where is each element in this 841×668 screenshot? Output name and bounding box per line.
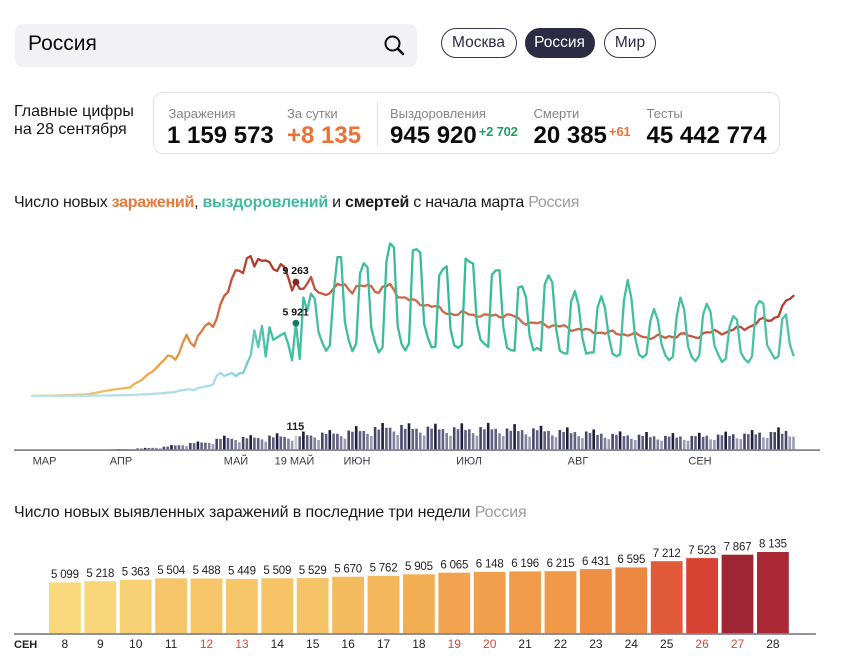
svg-text:5 488: 5 488: [193, 565, 221, 577]
svg-text:7 523: 7 523: [688, 545, 716, 557]
svg-text:24: 24: [625, 637, 639, 651]
svg-text:5 099: 5 099: [51, 569, 79, 581]
svg-text:18: 18: [412, 637, 426, 651]
svg-text:5 670: 5 670: [334, 563, 362, 575]
svg-text:23: 23: [589, 637, 603, 651]
svg-text:15: 15: [306, 637, 320, 651]
svg-text:АВГ: АВГ: [568, 456, 589, 468]
svg-text:5 218: 5 218: [86, 568, 114, 580]
svg-text:6 065: 6 065: [440, 559, 468, 571]
svg-text:16: 16: [341, 637, 355, 651]
svg-text:8 135: 8 135: [759, 539, 787, 551]
svg-text:28: 28: [766, 637, 780, 651]
svg-text:5 529: 5 529: [299, 565, 327, 577]
svg-text:21: 21: [518, 637, 532, 651]
svg-text:ИЮН: ИЮН: [344, 456, 371, 468]
svg-text:5 762: 5 762: [370, 563, 398, 575]
svg-text:11: 11: [165, 637, 178, 651]
svg-text:5 363: 5 363: [122, 567, 150, 579]
svg-text:22: 22: [554, 637, 568, 651]
svg-text:5 905: 5 905: [405, 561, 433, 573]
svg-text:17: 17: [377, 637, 391, 651]
svg-text:МАЙ: МАЙ: [224, 455, 248, 468]
svg-text:19 МАЙ: 19 МАЙ: [275, 455, 315, 468]
svg-text:6 595: 6 595: [617, 554, 645, 566]
svg-text:7 867: 7 867: [724, 541, 752, 553]
svg-text:115: 115: [287, 421, 305, 433]
svg-text:СЕН: СЕН: [14, 639, 37, 651]
svg-text:19: 19: [448, 637, 462, 651]
svg-text:25: 25: [660, 637, 674, 651]
svg-text:6 215: 6 215: [547, 558, 575, 570]
svg-text:9: 9: [97, 637, 104, 651]
svg-text:СЕН: СЕН: [688, 456, 711, 468]
svg-text:6 148: 6 148: [476, 559, 504, 571]
svg-text:8: 8: [62, 637, 69, 651]
svg-text:7 212: 7 212: [653, 548, 681, 560]
svg-text:5 504: 5 504: [157, 565, 186, 577]
svg-text:12: 12: [200, 637, 214, 651]
svg-text:5 921: 5 921: [283, 306, 309, 318]
svg-text:10: 10: [129, 637, 143, 651]
svg-text:6 196: 6 196: [511, 558, 539, 570]
svg-text:14: 14: [271, 637, 285, 651]
svg-text:5 449: 5 449: [228, 566, 256, 578]
svg-text:20: 20: [483, 637, 497, 651]
svg-text:5 509: 5 509: [263, 565, 291, 577]
svg-text:АПР: АПР: [110, 456, 132, 468]
svg-text:МАР: МАР: [33, 456, 57, 468]
svg-text:6 431: 6 431: [582, 556, 610, 568]
svg-text:27: 27: [731, 637, 745, 651]
svg-text:ИЮЛ: ИЮЛ: [456, 456, 482, 468]
svg-text:26: 26: [695, 637, 709, 651]
svg-text:9 263: 9 263: [283, 265, 309, 277]
svg-text:13: 13: [235, 637, 249, 651]
